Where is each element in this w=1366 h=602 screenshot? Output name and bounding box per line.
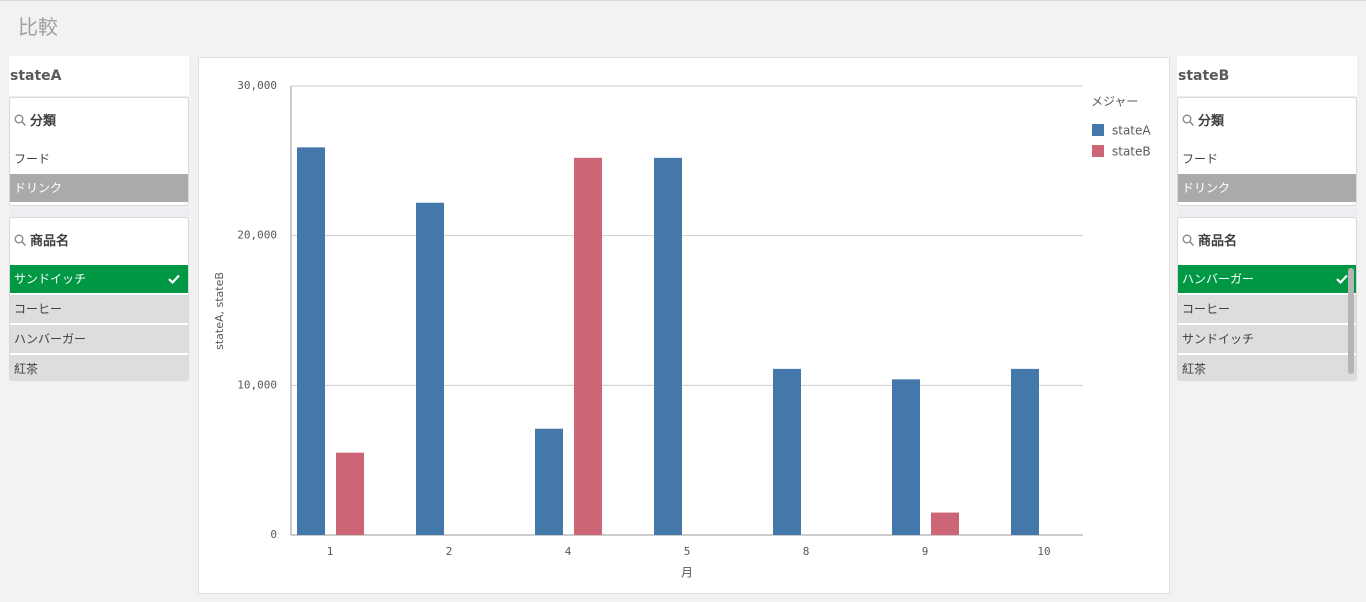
filter-header[interactable]: 商品名 xyxy=(1182,230,1237,249)
filter-label: 分類 xyxy=(1198,114,1225,129)
filter-box[interactable]: 商品名 ハンバーガー コーヒー サンドイッチ 紅茶 xyxy=(1177,217,1357,381)
search-icon xyxy=(14,114,26,126)
y-tick-label: 10,000 xyxy=(237,378,277,391)
check-icon xyxy=(1336,274,1348,284)
filter-item[interactable]: ハンバーガー xyxy=(10,325,188,354)
x-tick-label: 5 xyxy=(684,545,691,558)
filter-item[interactable]: フード xyxy=(10,145,188,174)
filter-item[interactable]: ドリンク xyxy=(1178,174,1356,203)
bar xyxy=(654,157,682,535)
legend-label: stateA xyxy=(1112,124,1151,138)
y-axis-title: stateA, stateB xyxy=(213,272,226,350)
legend-title: メジャー xyxy=(1091,95,1138,109)
x-tick-label: 9 xyxy=(922,545,929,558)
search-icon xyxy=(1182,234,1194,246)
filter-header[interactable]: 分類 xyxy=(14,110,56,129)
sheet-title: 比較 xyxy=(18,15,58,39)
filter-header[interactable]: 商品名 xyxy=(14,230,69,249)
filter-item[interactable]: 紅茶 xyxy=(10,355,188,380)
bar xyxy=(773,368,801,535)
filter-box[interactable]: 分類 フード ドリンク xyxy=(9,97,189,206)
state-panel: stateA 分類 フード ドリンク 商品名 サンドイッチ コーヒー ハンバーガ… xyxy=(9,56,189,381)
filter-item[interactable]: コーヒー xyxy=(1178,295,1356,324)
bar xyxy=(1011,368,1039,535)
filter-item[interactable]: コーヒー xyxy=(10,295,188,324)
filter-item[interactable]: サンドイッチ xyxy=(10,265,188,294)
legend-swatch xyxy=(1092,124,1104,136)
x-tick-label: 1 xyxy=(327,545,334,558)
bar xyxy=(892,379,920,535)
filter-box[interactable]: 分類 フード ドリンク xyxy=(1177,97,1357,206)
x-tick-label: 10 xyxy=(1037,545,1050,558)
top-border xyxy=(0,0,1366,1)
filter-item[interactable]: フード xyxy=(1178,145,1356,174)
item-text: サンドイッチ xyxy=(14,272,87,286)
scrollbar[interactable] xyxy=(1348,268,1354,374)
bar xyxy=(336,452,364,535)
y-tick-label: 30,000 xyxy=(237,79,277,92)
y-tick-label: 20,000 xyxy=(237,229,277,242)
x-tick-label: 4 xyxy=(565,545,572,558)
bar xyxy=(535,428,563,535)
filter-item[interactable]: サンドイッチ xyxy=(1178,325,1356,354)
x-axis-title: 月 xyxy=(681,566,693,580)
filter-label: 分類 xyxy=(30,114,57,129)
check-icon xyxy=(168,274,180,284)
y-tick-label: 0 xyxy=(270,528,277,541)
x-tick-label: 8 xyxy=(803,545,810,558)
filter-label: 商品名 xyxy=(30,234,70,249)
legend-label: stateB xyxy=(1112,145,1151,159)
filter-item[interactable]: 紅茶 xyxy=(1178,355,1356,380)
search-icon xyxy=(14,234,26,246)
legend-swatch xyxy=(1092,145,1104,157)
bar xyxy=(416,202,444,536)
bar xyxy=(574,157,602,535)
panel-title: stateB xyxy=(1177,56,1357,96)
state-panel: stateB 分類 フード ドリンク 商品名 ハンバーガー コーヒー サンドイッ… xyxy=(1177,56,1357,381)
bar xyxy=(297,147,325,535)
filter-box[interactable]: 商品名 サンドイッチ コーヒー ハンバーガー 紅茶 xyxy=(9,217,189,381)
filter-item[interactable]: ハンバーガー xyxy=(1178,265,1356,294)
item-text: ハンバーガー xyxy=(1182,272,1255,286)
filter-label: 商品名 xyxy=(1198,234,1238,249)
chart: stateA, stateB 月 メジャー 0 10,000 20,000 30,00… xyxy=(198,57,1170,594)
filter-header[interactable]: 分類 xyxy=(1182,110,1224,129)
filter-item[interactable]: ドリンク xyxy=(10,174,188,203)
search-icon xyxy=(1182,114,1194,126)
bar xyxy=(931,512,959,535)
x-tick-label: 2 xyxy=(446,545,453,558)
panel-title: stateA xyxy=(9,56,189,96)
